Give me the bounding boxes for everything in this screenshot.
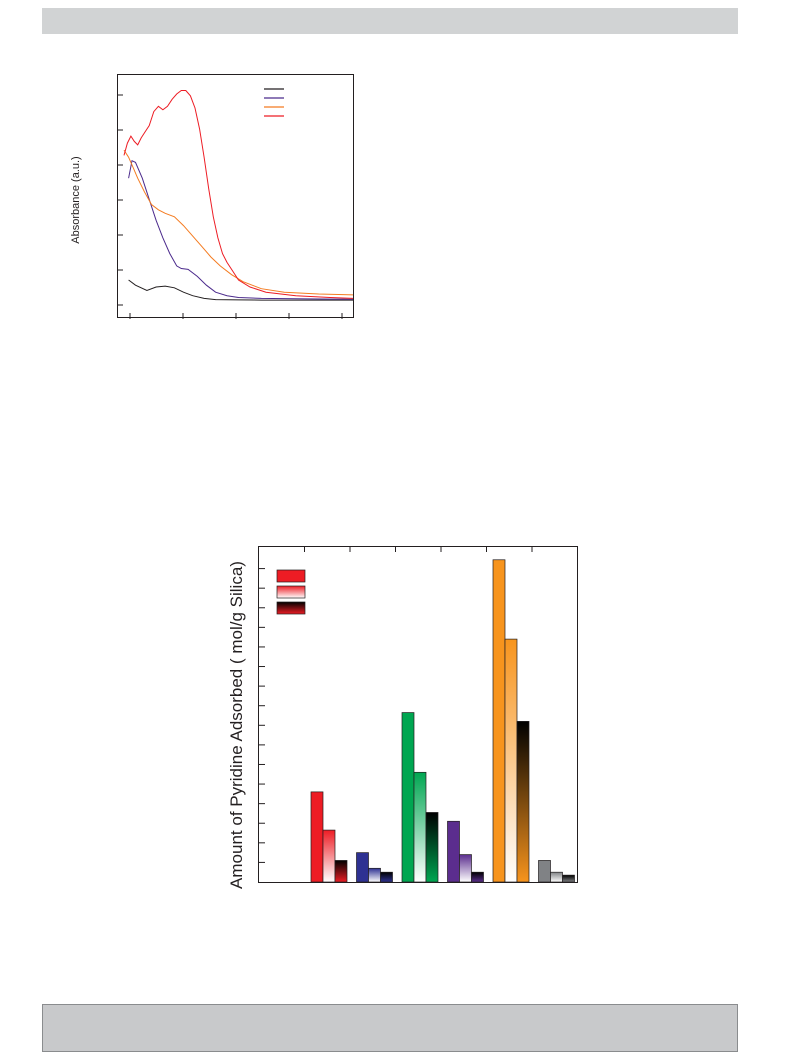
bars-plot-area: [258, 546, 578, 883]
bar-group-6-bar-2: [550, 871, 563, 883]
bar-group-6-bar-3: [562, 874, 575, 883]
bar-group-3-bar-2: [413, 771, 427, 883]
spectra-series-line-3: [123, 149, 354, 296]
bars-y-axis-label: Amount of Pyridine Adsorbed ( mol/g Sili…: [227, 561, 246, 889]
bar-group-5-bar-3: [516, 721, 530, 883]
bar-group-4-bar-3: [471, 871, 484, 883]
bar-group-1-bar-3: [334, 860, 348, 883]
spectra-series-line-2: [128, 159, 354, 300]
header-bar: [42, 8, 738, 34]
bar-chart: [259, 547, 575, 883]
bar-group-4-bar-2: [459, 854, 472, 883]
bar-group-3-bar-3: [425, 812, 439, 883]
bar-group-5-bar-2: [504, 638, 518, 883]
bar-group-2-bar-3: [380, 871, 393, 883]
bars-legend-swatch-1: [276, 569, 306, 583]
bar-group-2-bar-1: [356, 852, 369, 883]
bar-group-3-bar-1: [401, 712, 415, 883]
spectra-series-line-4: [123, 90, 354, 299]
bar-group-4-bar-1: [447, 820, 460, 883]
spectra-chart: [118, 88, 354, 319]
spectra-series-line-1: [128, 279, 353, 301]
spectra-y-axis-label: Absorbance (a.u.): [70, 156, 82, 244]
bar-group-6-bar-1: [538, 860, 551, 883]
bars-legend-swatch-2: [276, 585, 306, 599]
bars-legend-swatch-3: [276, 601, 306, 615]
bar-group-5-bar-1: [492, 559, 506, 883]
bar-group-1-bar-2: [322, 829, 336, 883]
bar-group-2-bar-2: [368, 867, 381, 883]
spectra-plot-area: [117, 74, 354, 319]
bar-group-1-bar-1: [310, 791, 324, 883]
footer-box: [42, 1004, 738, 1052]
